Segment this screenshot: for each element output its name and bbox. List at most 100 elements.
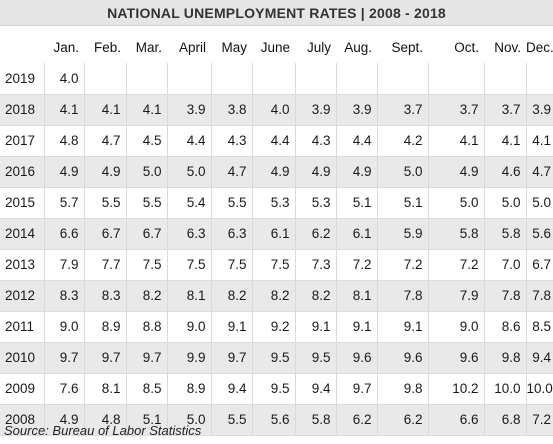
year-cell: 2008 [0,404,45,436]
rate-cell: 7.5 [126,249,168,281]
rate-cell: 3.7 [428,94,485,126]
column-header: Dec. [526,39,553,55]
source-note: Source: Bureau of Labor Statistics [4,423,202,438]
rate-cell: 9.4 [526,342,553,374]
rate-cell: 4.1 [84,94,127,126]
rate-cell: 4.1 [428,125,485,157]
rate-cell: 4.3 [295,125,337,157]
rate-cell: 3.9 [336,94,378,126]
rate-cell: 10.2 [428,373,485,405]
rate-cell: 4.1 [484,125,527,157]
rate-cell: 9.5 [252,373,296,405]
rate-cell: 5.1 [377,187,429,219]
rate-cell: 8.1 [167,280,212,312]
table-row: 2018 4.1 4.1 4.1 3.9 3.8 4.0 3.9 3.9 3.7 3.7 3.7 3.9 [0,94,553,126]
rate-cell: 8.5 [526,311,553,343]
rate-cell: 4.1 [126,94,168,126]
rate-cell: 8.2 [295,280,337,312]
rate-cell: 9.4 [295,373,337,405]
table-row: 2014 6.6 6.7 6.7 6.3 6.3 6.1 6.2 6.1 5.9 5.8 5.8 5.6 [0,218,553,250]
rate-cell [428,63,485,95]
table-row: 2017 4.8 4.7 4.5 4.4 4.3 4.4 4.3 4.4 4.2 4.1 4.1 4.1 [0,125,553,157]
rate-cell: 3.7 [484,94,527,126]
rate-cell: 10.0 [484,373,527,405]
column-header: Jan. [53,39,79,55]
rate-cell: 9.0 [428,311,485,343]
rate-cell: 9.6 [336,342,378,374]
rate-cell: 5.7 [44,187,85,219]
year-cell: 2014 [0,218,45,250]
rate-cell: 8.2 [126,280,168,312]
table-row: 2013 7.9 7.7 7.5 7.5 7.5 7.5 7.3 7.2 7.2 7.2 7.0 6.7 [0,249,553,281]
table-row: 2019 4.0 [0,63,553,95]
rate-cell: 9.9 [167,342,212,374]
year-cell: 2016 [0,156,45,188]
rate-cell: 7.8 [526,280,553,312]
rate-cell: 5.3 [252,187,296,219]
rate-cell: 9.2 [252,311,296,343]
rate-cell: 6.2 [336,404,378,436]
rate-cell: 5.5 [126,187,168,219]
rate-cell: 6.1 [252,218,296,250]
rate-cell: 7.7 [84,249,127,281]
year-cell: 2011 [0,311,45,343]
column-header: June [260,39,290,55]
rate-cell: 7.6 [44,373,85,405]
header-row: Jan. Feb. Mar. April May June July Aug. Sept. Oct… [0,31,553,63]
year-cell: 2019 [0,63,45,95]
rate-cell [377,63,429,95]
rate-cell: 3.9 [295,94,337,126]
rate-cell: 8.2 [252,280,296,312]
rate-cell: 9.6 [377,342,429,374]
rate-cell: 7.2 [526,404,553,436]
rate-cell: 7.8 [484,280,527,312]
rate-cell: 9.8 [484,342,527,374]
year-cell: 2013 [0,249,45,281]
rate-cell [211,63,253,95]
rate-cell: 7.5 [167,249,212,281]
table-row: 2012 8.3 8.3 8.2 8.1 8.2 8.2 8.2 8.1 7.8 7.9 7.8 7.8 [0,280,553,312]
rate-cell: 4.9 [295,156,337,188]
table-title: NATIONAL UNEMPLOYMENT RATES | 2008 - 201… [0,0,553,26]
year-cell: 2012 [0,280,45,312]
rate-cell: 4.1 [44,94,85,126]
rate-cell [252,63,296,95]
rate-cell: 9.5 [295,342,337,374]
rate-cell: 4.4 [336,125,378,157]
rate-cell: 4.8 [84,404,127,436]
rate-cell: 5.0 [377,156,429,188]
rate-cell: 6.8 [484,404,527,436]
year-cell: 2015 [0,187,45,219]
rate-cell: 4.1 [526,125,553,157]
rate-cell: 6.3 [167,218,212,250]
rate-cell: 4.0 [44,63,85,95]
rate-cell: 6.6 [44,218,85,250]
rate-cell: 4.7 [211,156,253,188]
rate-cell: 5.5 [211,404,253,436]
rate-cell: 9.7 [84,342,127,374]
rate-cell: 5.0 [126,156,168,188]
rate-cell: 4.3 [211,125,253,157]
rate-cell: 5.6 [526,218,553,250]
rate-cell: 3.9 [167,94,212,126]
rate-cell: 6.3 [211,218,253,250]
rate-cell: 7.5 [211,249,253,281]
rate-cell: 9.7 [211,342,253,374]
unemployment-table: Jan. Feb. Mar. April May June July Aug. Sept. Oct… [0,31,553,436]
table-row: 2010 9.7 9.7 9.7 9.9 9.7 9.5 9.5 9.6 9.6 9.6 9.8 9.4 [0,342,553,374]
rate-cell: 5.3 [295,187,337,219]
rate-cell [526,63,553,95]
rate-cell: 6.6 [428,404,485,436]
rate-cell: 9.7 [336,373,378,405]
rate-cell: 7.0 [484,249,527,281]
rate-cell: 7.2 [428,249,485,281]
rate-cell: 7.2 [336,249,378,281]
rate-cell: 8.9 [167,373,212,405]
rate-cell: 8.3 [84,280,127,312]
column-header: Nov. [494,39,521,55]
rate-cell: 7.5 [252,249,296,281]
rate-cell: 9.1 [211,311,253,343]
rate-cell: 4.9 [84,156,127,188]
rate-cell [336,63,378,95]
rate-cell: 4.9 [252,156,296,188]
